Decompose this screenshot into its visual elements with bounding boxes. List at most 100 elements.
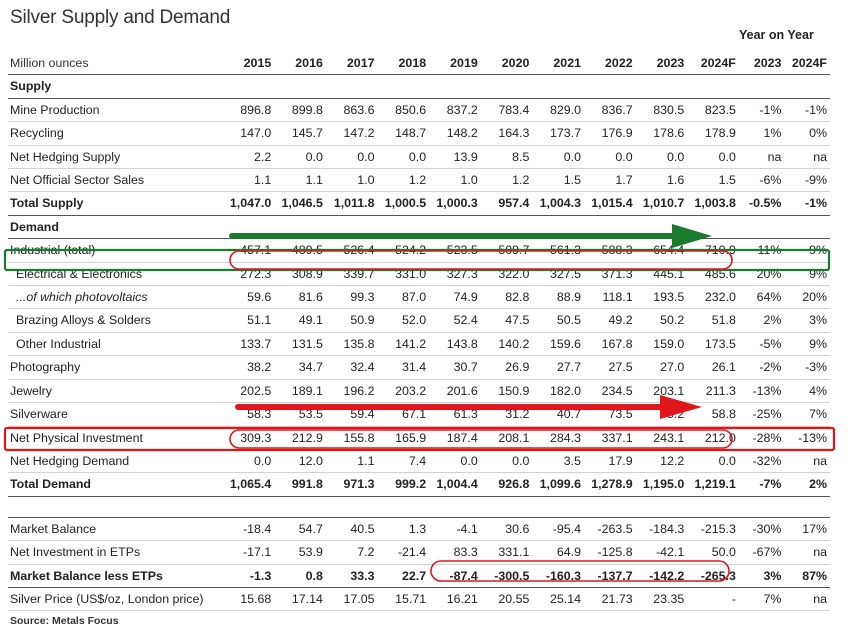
table-cell bbox=[480, 496, 533, 518]
column-header: 2022 bbox=[583, 52, 636, 76]
row-label: Brazing Alloys & Solders bbox=[8, 308, 223, 333]
table-cell: 82.8 bbox=[480, 285, 533, 310]
row-label: Recycling bbox=[8, 121, 223, 146]
table-cell: 27.7 bbox=[532, 355, 584, 380]
table-cell: 47.5 bbox=[480, 308, 533, 333]
table-cell: 3.5 bbox=[532, 449, 584, 474]
table-cell: 88.9 bbox=[532, 285, 584, 310]
table-cell: -300.5 bbox=[480, 564, 533, 588]
table-cell: 147.0 bbox=[222, 121, 275, 146]
table-cell: 26.1 bbox=[687, 355, 739, 380]
table-cell: 148.2 bbox=[429, 121, 481, 146]
table-cell: 34.7 bbox=[274, 355, 326, 380]
table-cell: 1.1 bbox=[325, 449, 378, 474]
table-cell: 59.4 bbox=[325, 402, 378, 427]
table-cell: na bbox=[784, 449, 830, 474]
table-cell: 165.9 bbox=[377, 426, 430, 450]
table-cell: 1.0 bbox=[429, 168, 481, 193]
table-row: Mine Production 896.8 899.8 863.6 850.6 837.2… bbox=[8, 98, 830, 123]
table-cell bbox=[583, 74, 636, 99]
table-cell: 0.0 bbox=[274, 145, 326, 170]
table-cell: 33.3 bbox=[325, 564, 378, 588]
table-cell bbox=[325, 74, 378, 99]
column-header: 2023 bbox=[635, 52, 688, 76]
table-cell: -6% bbox=[738, 168, 785, 193]
table-cell: 2% bbox=[784, 472, 830, 497]
table-cell: 1,003.8 bbox=[687, 191, 739, 216]
table-cell: 957.4 bbox=[480, 191, 533, 216]
table-cell: 12.0 bbox=[274, 449, 326, 474]
units-label: Million ounces bbox=[8, 52, 223, 76]
table-cell: 143.8 bbox=[429, 332, 481, 357]
table-cell: 58.8 bbox=[687, 402, 739, 427]
table-cell: 1.3 bbox=[377, 517, 430, 542]
table-cell: 308.9 bbox=[274, 262, 326, 287]
column-header: 2024F bbox=[784, 52, 830, 76]
table-cell: 51.8 bbox=[687, 308, 739, 333]
table-cell: 327.3 bbox=[429, 262, 481, 287]
table-cell: -0.5% bbox=[738, 191, 785, 216]
table-cell: 1% bbox=[738, 121, 785, 146]
table-cell: 243.1 bbox=[635, 426, 688, 450]
table-cell: 526.4 bbox=[325, 238, 378, 263]
table-cell: 863.6 bbox=[325, 98, 378, 123]
table-cell: 53.5 bbox=[274, 402, 326, 427]
table-cell: 203.1 bbox=[635, 379, 688, 404]
table-cell: -13% bbox=[784, 426, 830, 450]
column-header: 2018 bbox=[377, 52, 430, 76]
table-cell: 64% bbox=[738, 285, 785, 310]
table-cell: 331.1 bbox=[480, 540, 533, 565]
table-cell: -142.2 bbox=[635, 564, 688, 588]
table-cell bbox=[429, 215, 481, 240]
row-label bbox=[8, 496, 223, 518]
table-cell: 1,099.6 bbox=[532, 472, 584, 497]
table-cell: 7% bbox=[784, 402, 830, 427]
table-cell bbox=[784, 496, 830, 518]
table-cell: na bbox=[784, 540, 830, 565]
table-cell: 22.7 bbox=[377, 564, 430, 588]
table-cell: 178.6 bbox=[635, 121, 688, 146]
table-cell: 27.5 bbox=[583, 355, 636, 380]
table-cell: 15.71 bbox=[377, 587, 430, 612]
table-cell: 1,000.5 bbox=[377, 191, 430, 216]
table-cell bbox=[532, 496, 584, 518]
table-cell: -160.3 bbox=[532, 564, 584, 588]
table-cell: 178.9 bbox=[687, 121, 739, 146]
table-cell: 0.0 bbox=[687, 145, 739, 170]
table-cell: -17.1 bbox=[222, 540, 275, 565]
table-cell: 445.1 bbox=[635, 262, 688, 287]
table-cell: 58.3 bbox=[222, 402, 275, 427]
table-row: Supply bbox=[8, 74, 830, 99]
table-cell: -1% bbox=[738, 98, 785, 123]
table-cell: 159.0 bbox=[635, 332, 688, 357]
chart-title: Silver Supply and Demand bbox=[10, 7, 231, 28]
table-cell: 173.7 bbox=[532, 121, 584, 146]
table-header-row: Million ounces 2015 2016 2017 2018 2019 … bbox=[8, 52, 830, 76]
table-cell: 159.6 bbox=[532, 332, 584, 357]
table-cell: 133.7 bbox=[222, 332, 275, 357]
table-cell: 1.5 bbox=[687, 168, 739, 193]
table-cell: 201.6 bbox=[429, 379, 481, 404]
table-cell: 49.1 bbox=[274, 308, 326, 333]
table-cell: 2% bbox=[738, 308, 785, 333]
table-cell: 23.35 bbox=[635, 587, 688, 612]
table-cell: -263.5 bbox=[583, 517, 636, 542]
row-label: Net Physical Investment bbox=[8, 426, 223, 450]
table-cell: 40.5 bbox=[325, 517, 378, 542]
table-cell bbox=[480, 215, 533, 240]
table-cell: 176.9 bbox=[583, 121, 636, 146]
table-cell: 1.1 bbox=[222, 168, 275, 193]
table-cell: 67.1 bbox=[377, 402, 430, 427]
table-cell: 7.2 bbox=[325, 540, 378, 565]
table-cell: 155.8 bbox=[325, 426, 378, 450]
column-header: 2020 bbox=[480, 52, 533, 76]
table-cell: 1,278.9 bbox=[583, 472, 636, 497]
table-cell: -3% bbox=[784, 355, 830, 380]
table-cell: -67% bbox=[738, 540, 785, 565]
table-cell: -87.4 bbox=[429, 564, 481, 588]
table-cell: 523.5 bbox=[429, 238, 481, 263]
table-cell: 1,195.0 bbox=[635, 472, 688, 497]
table-cell: 27.0 bbox=[635, 355, 688, 380]
table-cell: -25% bbox=[738, 402, 785, 427]
table-cell: 837.2 bbox=[429, 98, 481, 123]
